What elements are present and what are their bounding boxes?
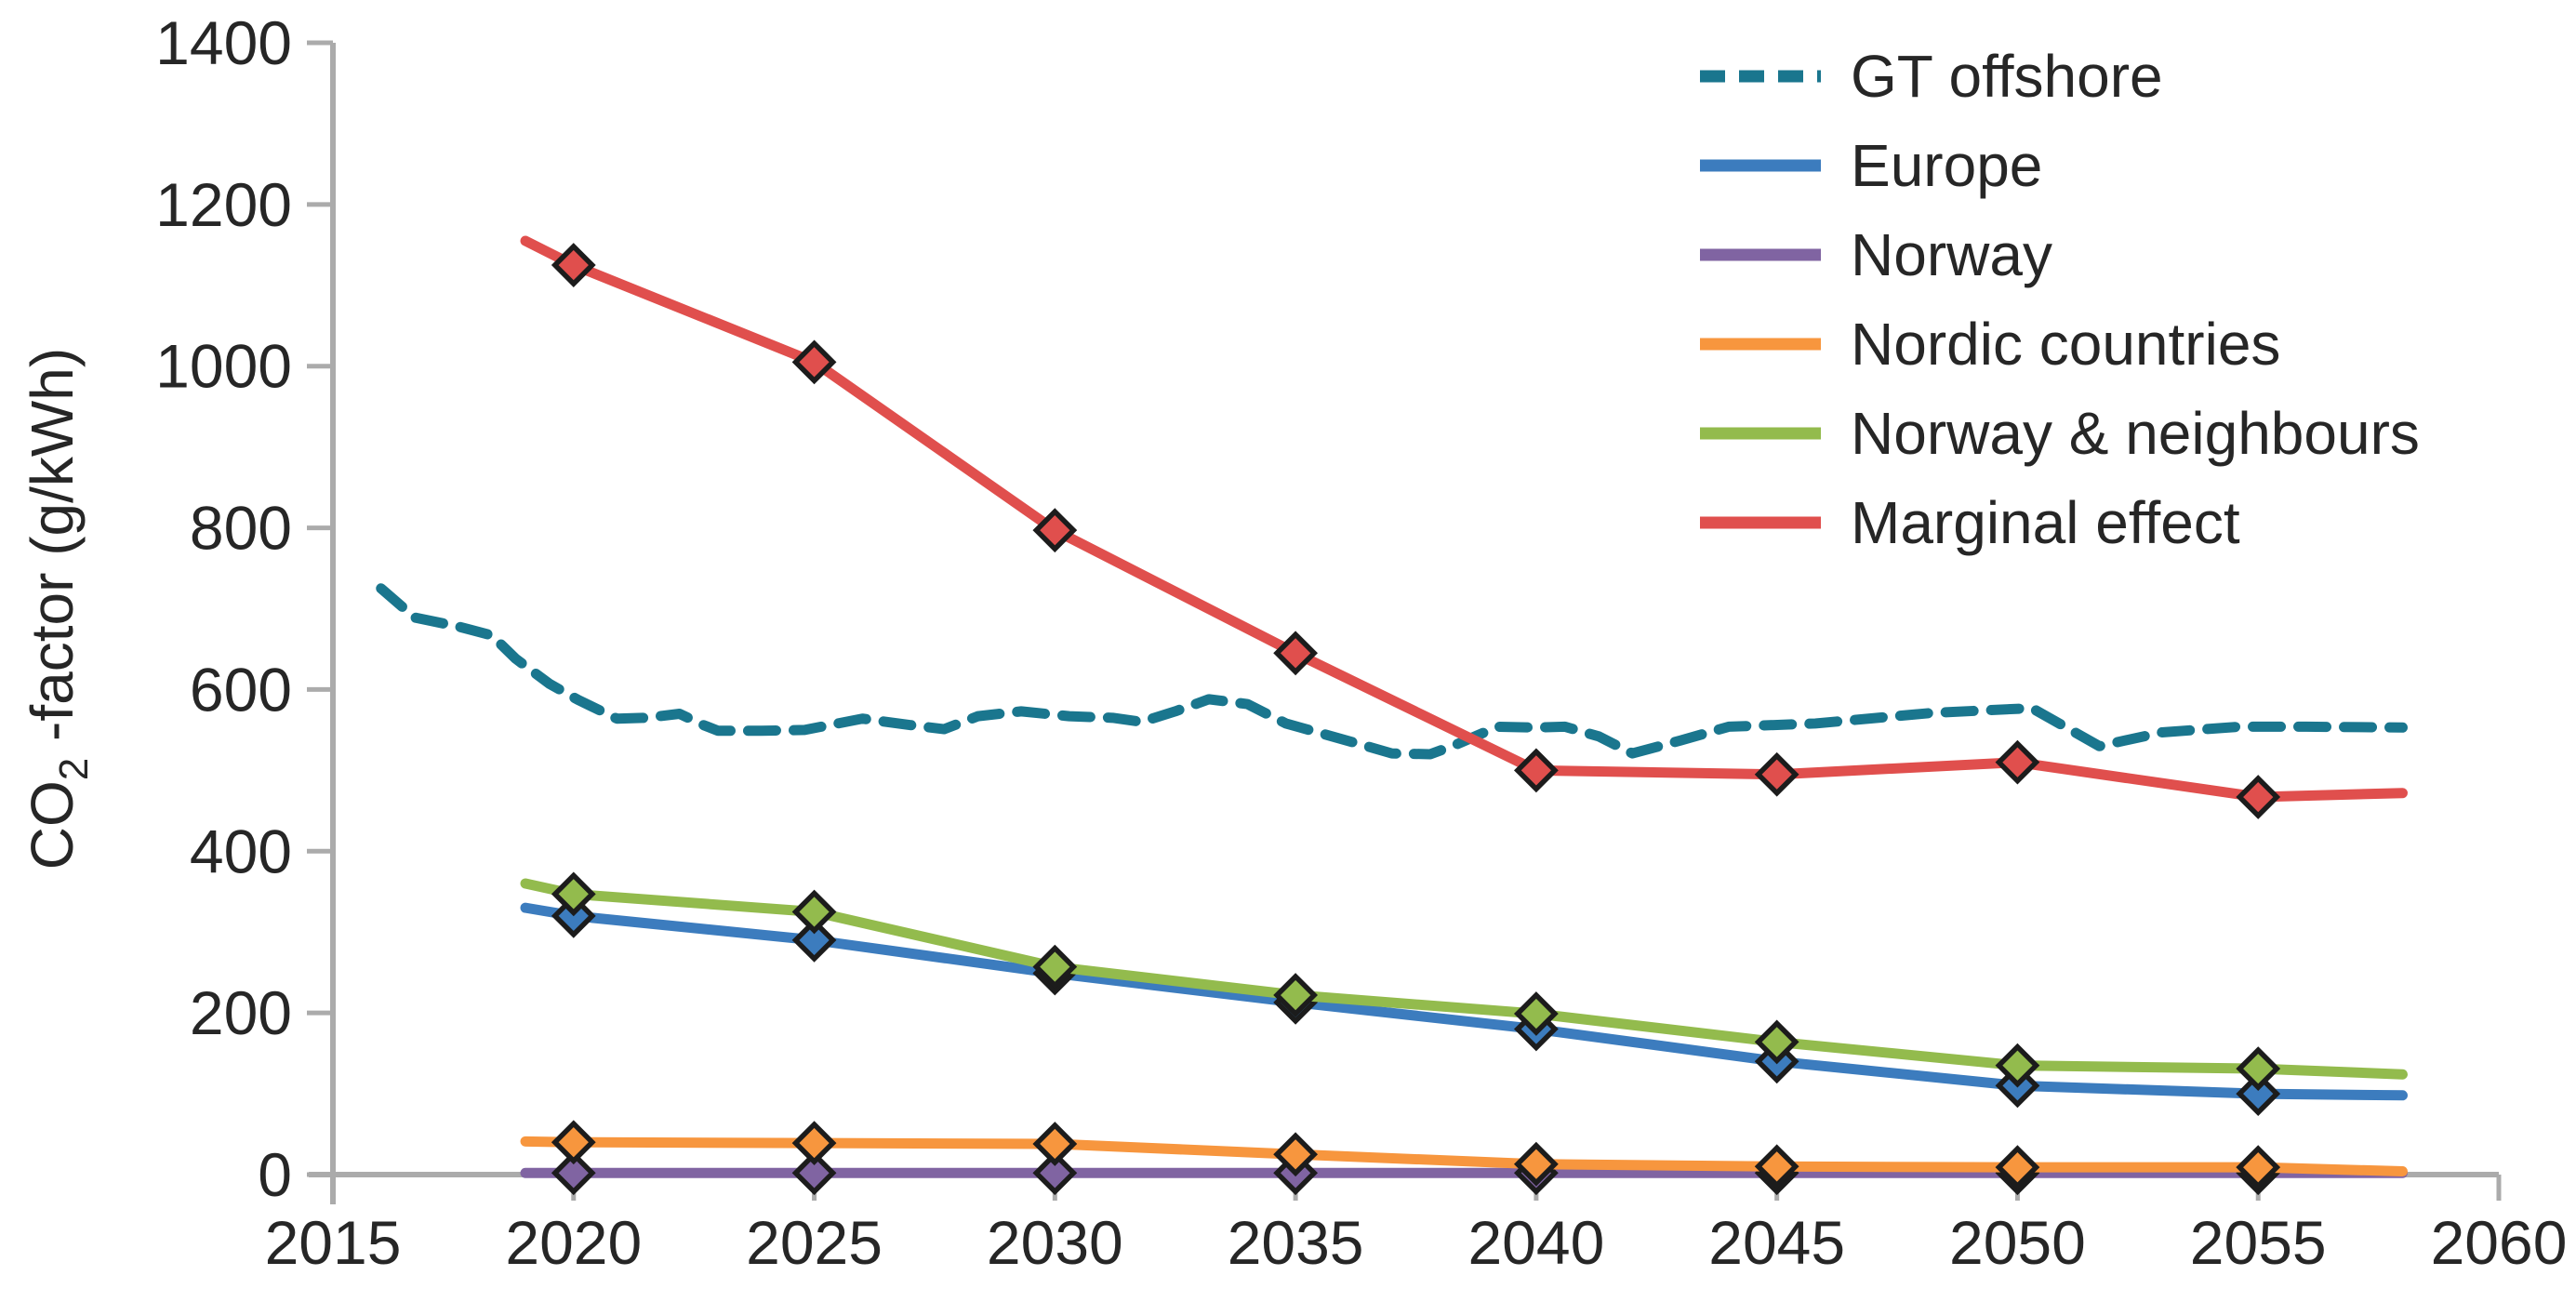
x-tick-label: 2055	[2190, 1208, 2327, 1277]
data-point-marker	[1514, 1141, 1559, 1187]
series-line	[520, 878, 2408, 1080]
data-point-marker	[2236, 1145, 2281, 1190]
legend-label: Marginal effect	[1851, 489, 2240, 556]
data-point-marker	[791, 1121, 837, 1165]
series-nordic-countries	[520, 1120, 2408, 1190]
legend-item: GT offshore	[1700, 43, 2163, 110]
legend-item: Nordic countries	[1700, 311, 2280, 378]
legend-item: Europe	[1700, 132, 2042, 199]
legend: GT offshore Europe Norway Nordic countries N…	[1700, 43, 2420, 556]
legend-label: GT offshore	[1851, 43, 2163, 110]
y-tick-label: 800	[190, 494, 292, 563]
axes: 0 200 400 600 800 1000 1200 1400 2015 2020 2025 203…	[155, 8, 2567, 1277]
data-point-marker	[1273, 1132, 1318, 1177]
data-point-marker	[791, 889, 837, 935]
data-point-marker	[1995, 739, 2040, 785]
y-tick-label: 600	[190, 655, 292, 724]
series-line	[376, 583, 2408, 760]
data-point-marker	[1995, 1145, 2040, 1190]
data-point-marker	[2236, 1071, 2281, 1116]
data-point-marker	[791, 339, 837, 385]
data-point-marker	[1754, 751, 1799, 797]
series-gt-offshore	[376, 583, 2408, 760]
x-tick-label: 2015	[265, 1208, 402, 1277]
data-point-marker	[1754, 1144, 1799, 1189]
data-point-marker	[1032, 944, 1078, 990]
data-point-marker	[1032, 1150, 1078, 1196]
x-tick-label: 2045	[1708, 1208, 1845, 1277]
data-point-marker	[551, 1120, 596, 1165]
legend-label: Europe	[1851, 132, 2042, 199]
data-point-marker	[551, 243, 596, 287]
legend-item: Marginal effect	[1700, 489, 2240, 556]
data-point-marker	[1032, 1122, 1078, 1166]
y-tick-label: 200	[190, 978, 292, 1047]
series-line	[520, 1136, 2408, 1177]
legend-label: Nordic countries	[1851, 311, 2280, 378]
data-point-marker	[1995, 1043, 2040, 1088]
data-point-marker	[791, 1150, 837, 1196]
y-axis-title: CO2 -factor (g/kWh)	[19, 348, 97, 870]
series-marginal-effect	[520, 235, 2408, 819]
x-tick-label: 2040	[1467, 1208, 1604, 1277]
data-point-marker	[2236, 775, 2281, 819]
y-tick-label: 400	[190, 817, 292, 885]
data-point-marker	[1273, 631, 1318, 676]
data-point-marker	[1514, 991, 1559, 1036]
y-tick-label: 1400	[155, 8, 292, 77]
legend-label: Norway & neighbours	[1851, 400, 2420, 467]
data-point-marker	[1032, 508, 1078, 553]
data-point-marker	[551, 871, 596, 917]
data-point-marker	[791, 918, 837, 963]
x-tick-label: 2050	[1949, 1208, 2086, 1277]
series-norway-neighbours	[520, 871, 2408, 1092]
x-tick-label: 2025	[746, 1208, 883, 1277]
legend-item: Norway	[1700, 221, 2052, 288]
data-point-marker	[551, 1150, 596, 1196]
legend-item: Norway & neighbours	[1700, 400, 2420, 467]
legend-label: Norway	[1851, 221, 2052, 288]
data-point-marker	[1514, 748, 1559, 793]
data-point-marker	[2236, 1046, 2281, 1092]
y-tick-label: 1200	[155, 170, 292, 239]
data-point-marker	[1273, 973, 1318, 1017]
y-tick-label: 0	[258, 1140, 292, 1209]
x-tick-label: 2020	[505, 1208, 642, 1277]
x-tick-label: 2060	[2431, 1208, 2568, 1277]
x-tick-label: 2030	[987, 1208, 1123, 1277]
y-tick-label: 1000	[155, 332, 292, 401]
x-tick-label: 2035	[1228, 1208, 1364, 1277]
series-line	[520, 902, 2408, 1101]
data-point-marker	[1754, 1019, 1799, 1065]
series-line	[520, 235, 2408, 803]
